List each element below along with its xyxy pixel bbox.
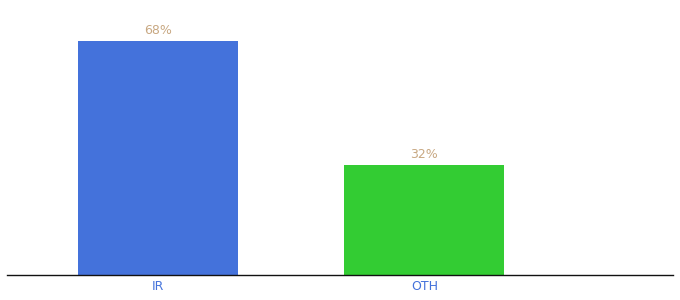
Text: 32%: 32%: [411, 148, 438, 161]
Bar: [345, 165, 505, 275]
Text: 68%: 68%: [144, 24, 172, 37]
Bar: [78, 41, 238, 275]
